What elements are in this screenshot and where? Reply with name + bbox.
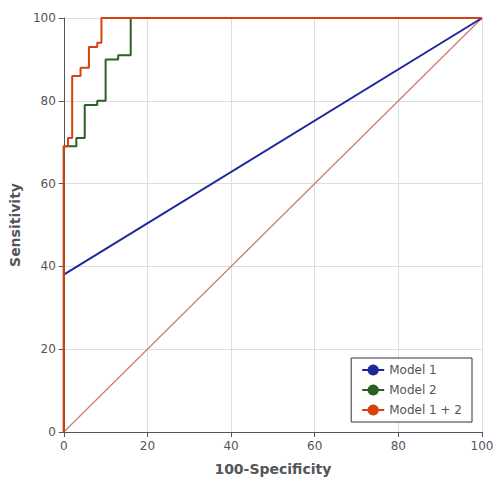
svg-text:0: 0 xyxy=(60,439,68,453)
svg-text:80: 80 xyxy=(391,439,406,453)
svg-text:40: 40 xyxy=(41,259,56,273)
svg-text:40: 40 xyxy=(223,439,238,453)
svg-text:0: 0 xyxy=(48,425,56,439)
svg-text:60: 60 xyxy=(307,439,322,453)
svg-text:Model 1: Model 1 xyxy=(389,363,436,377)
svg-text:20: 20 xyxy=(41,342,56,356)
svg-text:Model 1 + 2: Model 1 + 2 xyxy=(389,403,462,417)
svg-text:100: 100 xyxy=(33,11,56,25)
svg-text:Model 2: Model 2 xyxy=(389,383,436,397)
svg-text:60: 60 xyxy=(41,177,56,191)
svg-text:100: 100 xyxy=(471,439,494,453)
svg-text:Sensitivity: Sensitivity xyxy=(7,183,23,267)
svg-text:80: 80 xyxy=(41,94,56,108)
svg-text:100-Specificity: 100-Specificity xyxy=(214,461,331,477)
svg-text:20: 20 xyxy=(140,439,155,453)
